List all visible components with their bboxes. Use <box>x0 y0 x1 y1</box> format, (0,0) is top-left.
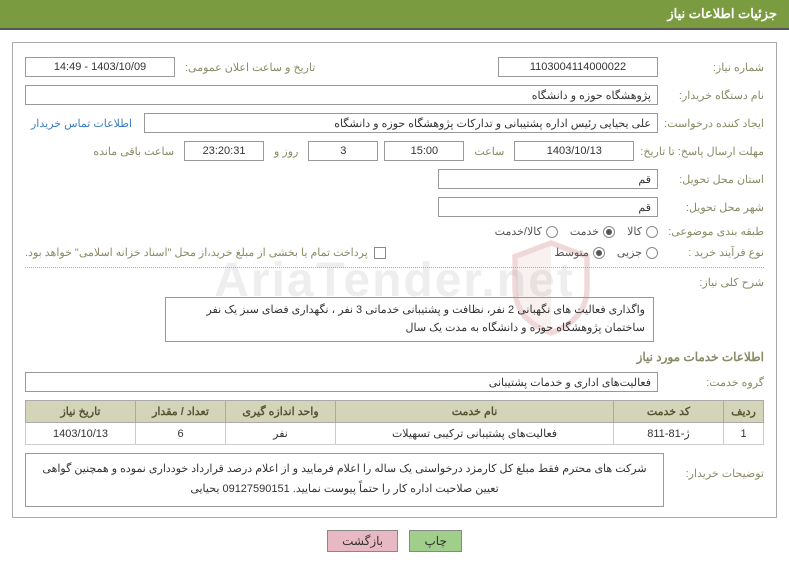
payment-checkbox[interactable] <box>374 247 386 259</box>
announce-label: تاریخ و ساعت اعلان عمومی: <box>181 61 319 74</box>
radio-service[interactable]: خدمت <box>570 225 615 238</box>
process-label: نوع فرآیند خرید : <box>664 246 764 259</box>
services-subheader: اطلاعات خدمات مورد نیاز <box>25 350 764 364</box>
services-table: ردیف کد خدمت نام خدمت واحد اندازه گیری ت… <box>25 400 764 445</box>
table-row: 1 ژ-81-811 فعالیت‌های پشتیبانی ترکیبی تس… <box>26 423 764 445</box>
button-row: چاپ بازگشت <box>0 530 789 552</box>
deadline-time: 15:00 <box>384 141 464 161</box>
radio-goods[interactable]: کالا <box>627 225 658 238</box>
divider <box>25 267 764 268</box>
need-desc-label: شرح کلی نیاز: <box>664 276 764 289</box>
announce-value: 1403/10/09 - 14:49 <box>25 57 175 77</box>
th-index: ردیف <box>724 401 764 423</box>
city-value: قم <box>438 197 658 217</box>
process-radios: جزیی متوسط <box>554 246 658 259</box>
need-number-value: 1103004114000022 <box>498 57 658 77</box>
deadline-label: مهلت ارسال پاسخ: تا تاریخ: <box>640 145 764 158</box>
buyer-notes-box: شرکت های محترم فقط مبلغ کل کارمزد درخواس… <box>25 453 664 507</box>
th-date: تاریخ نیاز <box>26 401 136 423</box>
th-unit: واحد اندازه گیری <box>226 401 336 423</box>
city-label: شهر محل تحویل: <box>664 201 764 214</box>
back-button[interactable]: بازگشت <box>327 530 398 552</box>
cell-code: ژ-81-811 <box>614 423 724 445</box>
days-count: 3 <box>308 141 378 161</box>
remaining-label: ساعت باقی مانده <box>89 145 178 158</box>
buyer-contact-link[interactable]: اطلاعات تماس خریدار <box>25 117 138 130</box>
category-radios: کالا خدمت کالا/خدمت <box>495 225 658 238</box>
cell-index: 1 <box>724 423 764 445</box>
countdown: 23:20:31 <box>184 141 264 161</box>
payment-note: پرداخت تمام یا بخشی از مبلغ خرید،از محل … <box>25 246 368 259</box>
requester-value: علی یحیایی رئیس اداره پشتیبانی و تدارکات… <box>144 113 658 133</box>
cell-name: فعالیت‌های پشتیبانی ترکیبی تسهیلات <box>336 423 614 445</box>
service-group-value: فعالیت‌های اداری و خدمات پشتیبانی <box>25 372 658 392</box>
province-label: استان محل تحویل: <box>664 173 764 186</box>
page-title: جزئیات اطلاعات نیاز <box>667 6 777 21</box>
details-panel: AriaTender.net شماره نیاز: 1103004114000… <box>12 42 777 518</box>
category-label: طبقه بندی موضوعی: <box>664 225 764 238</box>
th-name: نام خدمت <box>336 401 614 423</box>
page-header: جزئیات اطلاعات نیاز <box>0 0 789 30</box>
buyer-notes-label: توضیحات خریدار: <box>664 453 764 480</box>
th-qty: تعداد / مقدار <box>136 401 226 423</box>
buyer-org-label: نام دستگاه خریدار: <box>664 89 764 102</box>
radio-medium[interactable]: متوسط <box>554 246 605 259</box>
table-header-row: ردیف کد خدمت نام خدمت واحد اندازه گیری ت… <box>26 401 764 423</box>
cell-qty: 6 <box>136 423 226 445</box>
days-and-label: روز و <box>270 145 302 158</box>
service-group-label: گروه خدمت: <box>664 376 764 389</box>
province-value: قم <box>438 169 658 189</box>
cell-date: 1403/10/13 <box>26 423 136 445</box>
th-code: کد خدمت <box>614 401 724 423</box>
need-desc-box: واگذاری فعالیت های نگهبانی 2 نفر، نظافت … <box>165 297 654 342</box>
radio-partial[interactable]: جزیی <box>617 246 658 259</box>
buyer-org-value: پژوهشگاه حوزه و دانشگاه <box>25 85 658 105</box>
cell-unit: نفر <box>226 423 336 445</box>
deadline-date: 1403/10/13 <box>514 141 634 161</box>
time-label: ساعت <box>470 145 508 158</box>
need-number-label: شماره نیاز: <box>664 61 764 74</box>
print-button[interactable]: چاپ <box>409 530 461 552</box>
requester-label: ایجاد کننده درخواست: <box>664 117 764 130</box>
radio-both[interactable]: کالا/خدمت <box>495 225 558 238</box>
